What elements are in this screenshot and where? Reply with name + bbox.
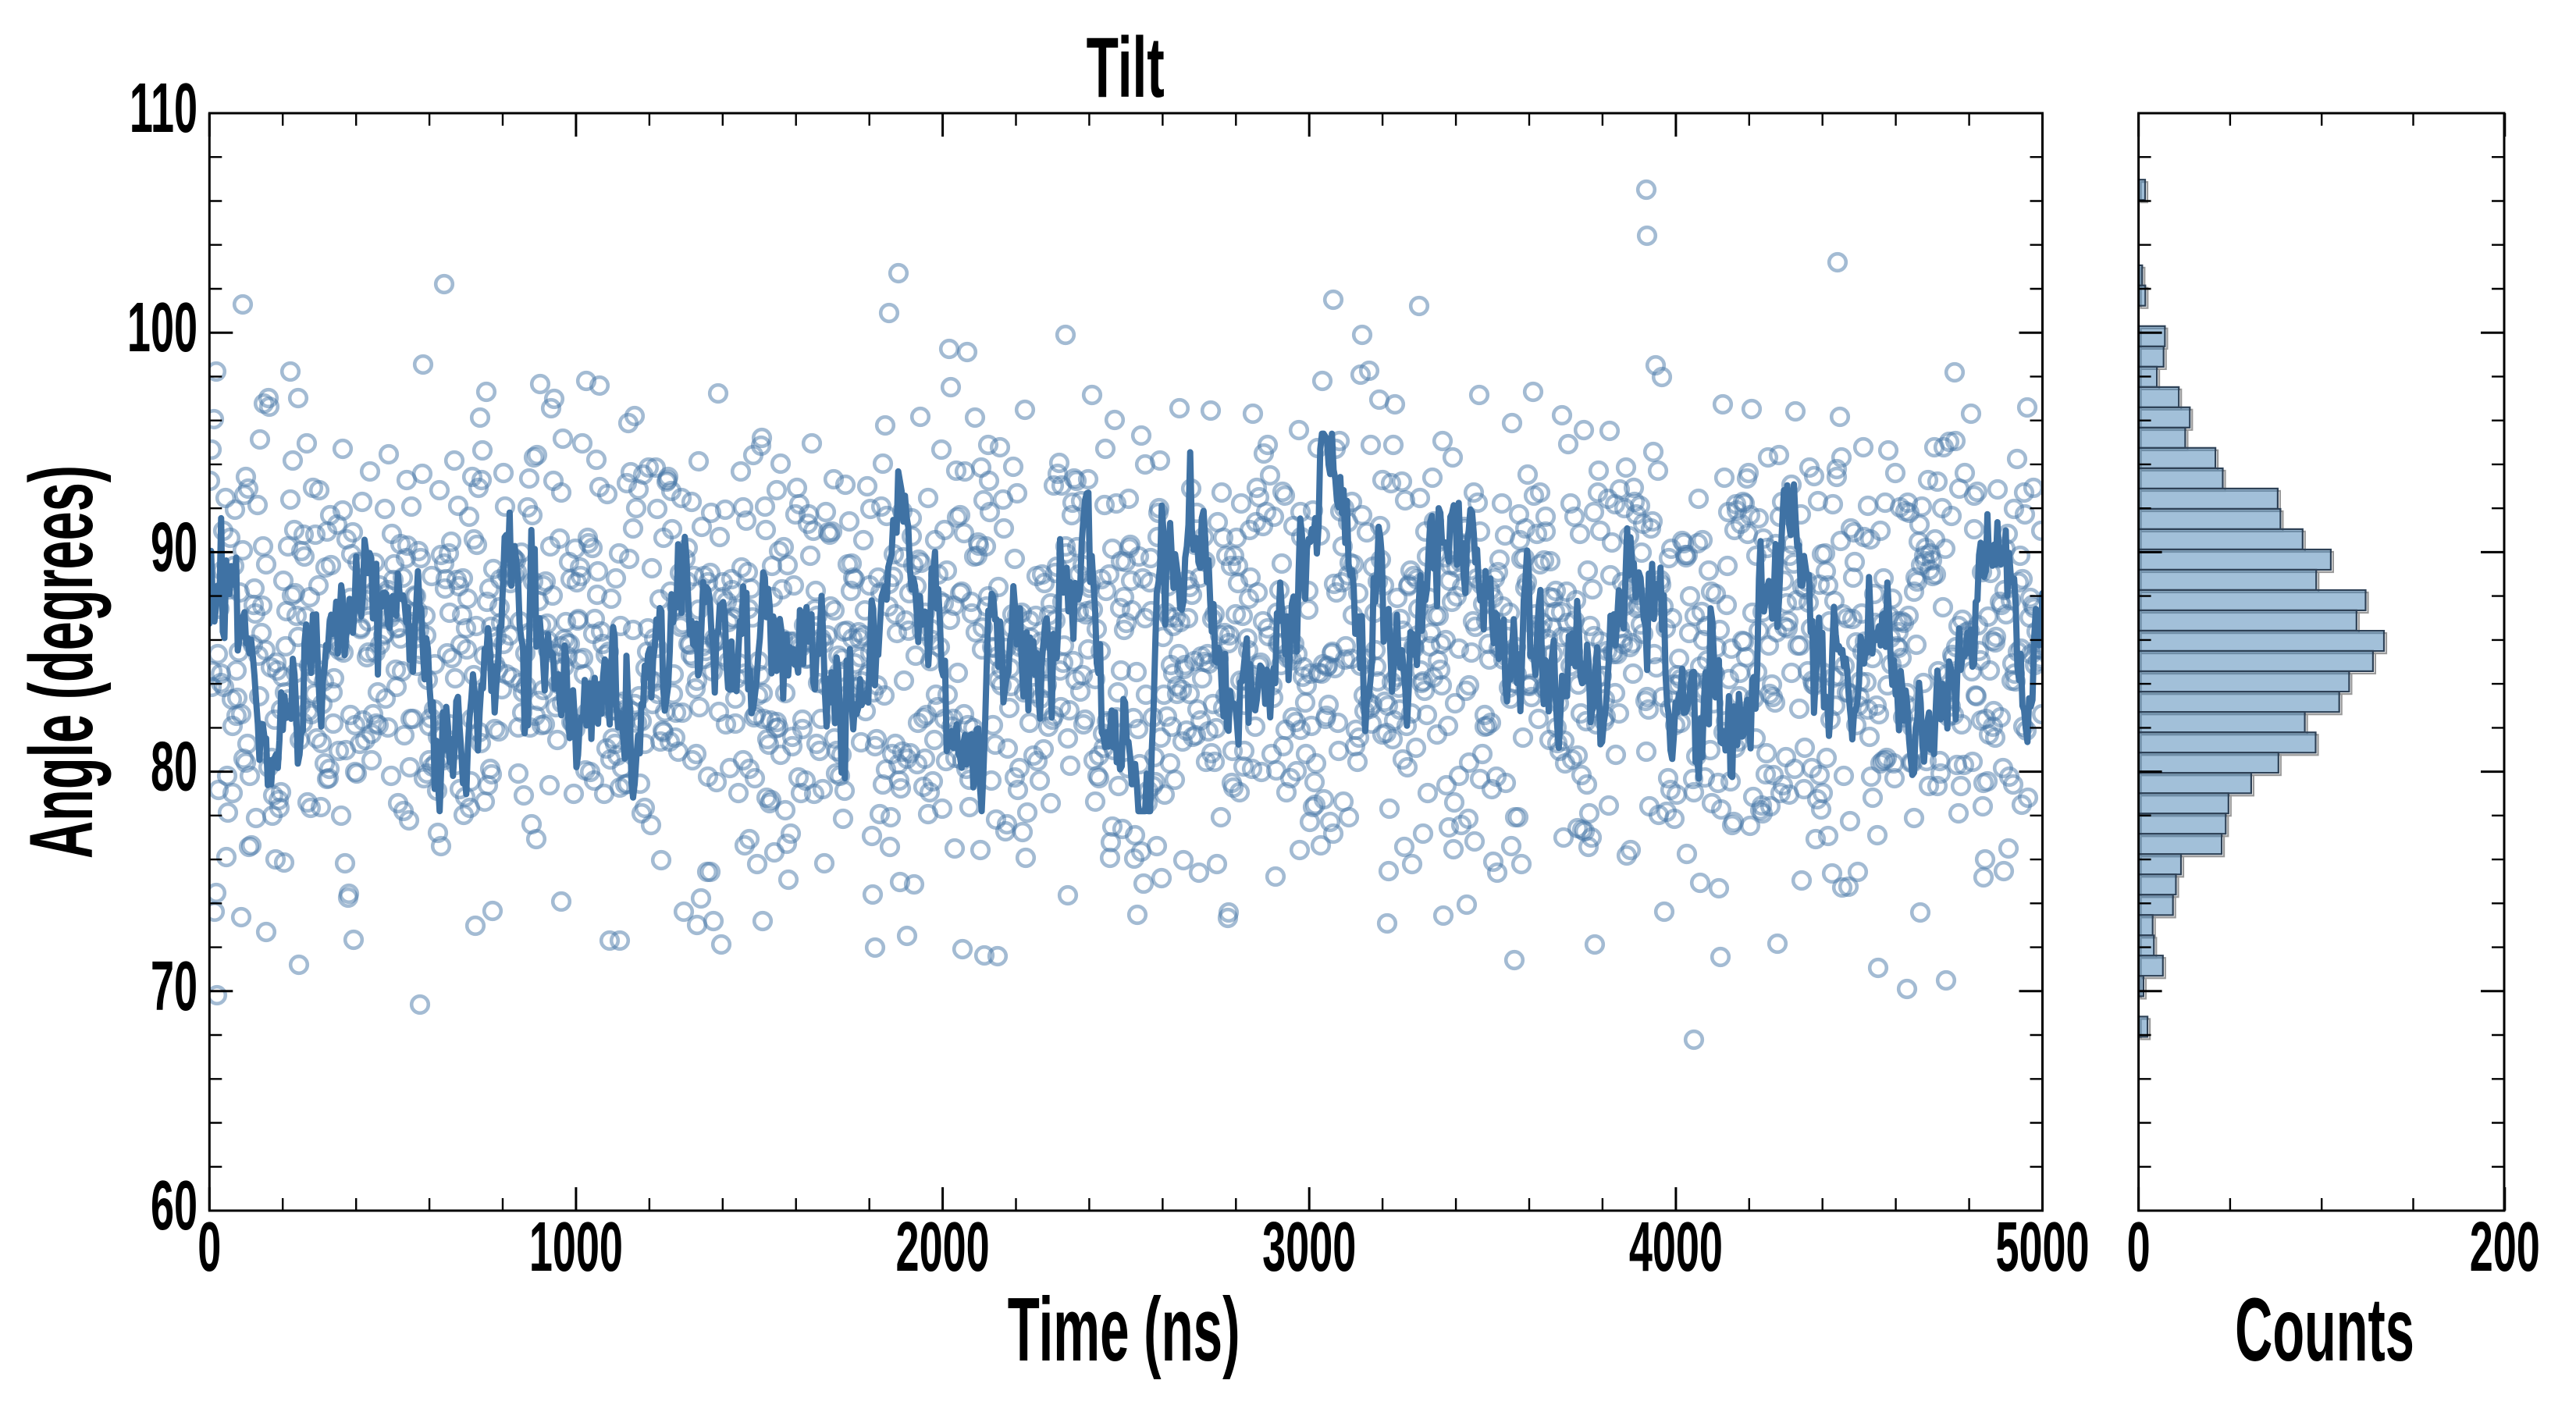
svg-text:60: 60 [151, 1166, 197, 1245]
svg-text:100: 100 [127, 288, 197, 367]
svg-text:80: 80 [151, 727, 197, 806]
svg-text:Angle (degrees): Angle (degrees) [11, 465, 111, 859]
svg-text:Counts: Counts [2235, 1279, 2414, 1379]
svg-text:Tilt: Tilt [1087, 20, 1165, 116]
svg-text:200: 200 [2470, 1208, 2540, 1286]
svg-text:110: 110 [130, 69, 197, 148]
svg-text:Time (ns): Time (ns) [1008, 1279, 1240, 1381]
svg-text:3000: 3000 [1262, 1208, 1356, 1286]
svg-text:90: 90 [151, 507, 197, 586]
svg-text:4000: 4000 [1629, 1208, 1723, 1286]
svg-text:70: 70 [151, 947, 197, 1026]
svg-text:0: 0 [2127, 1208, 2151, 1286]
svg-text:2000: 2000 [896, 1208, 990, 1286]
svg-text:0: 0 [197, 1208, 221, 1286]
svg-text:1000: 1000 [529, 1208, 623, 1286]
svg-text:5000: 5000 [1995, 1208, 2089, 1286]
